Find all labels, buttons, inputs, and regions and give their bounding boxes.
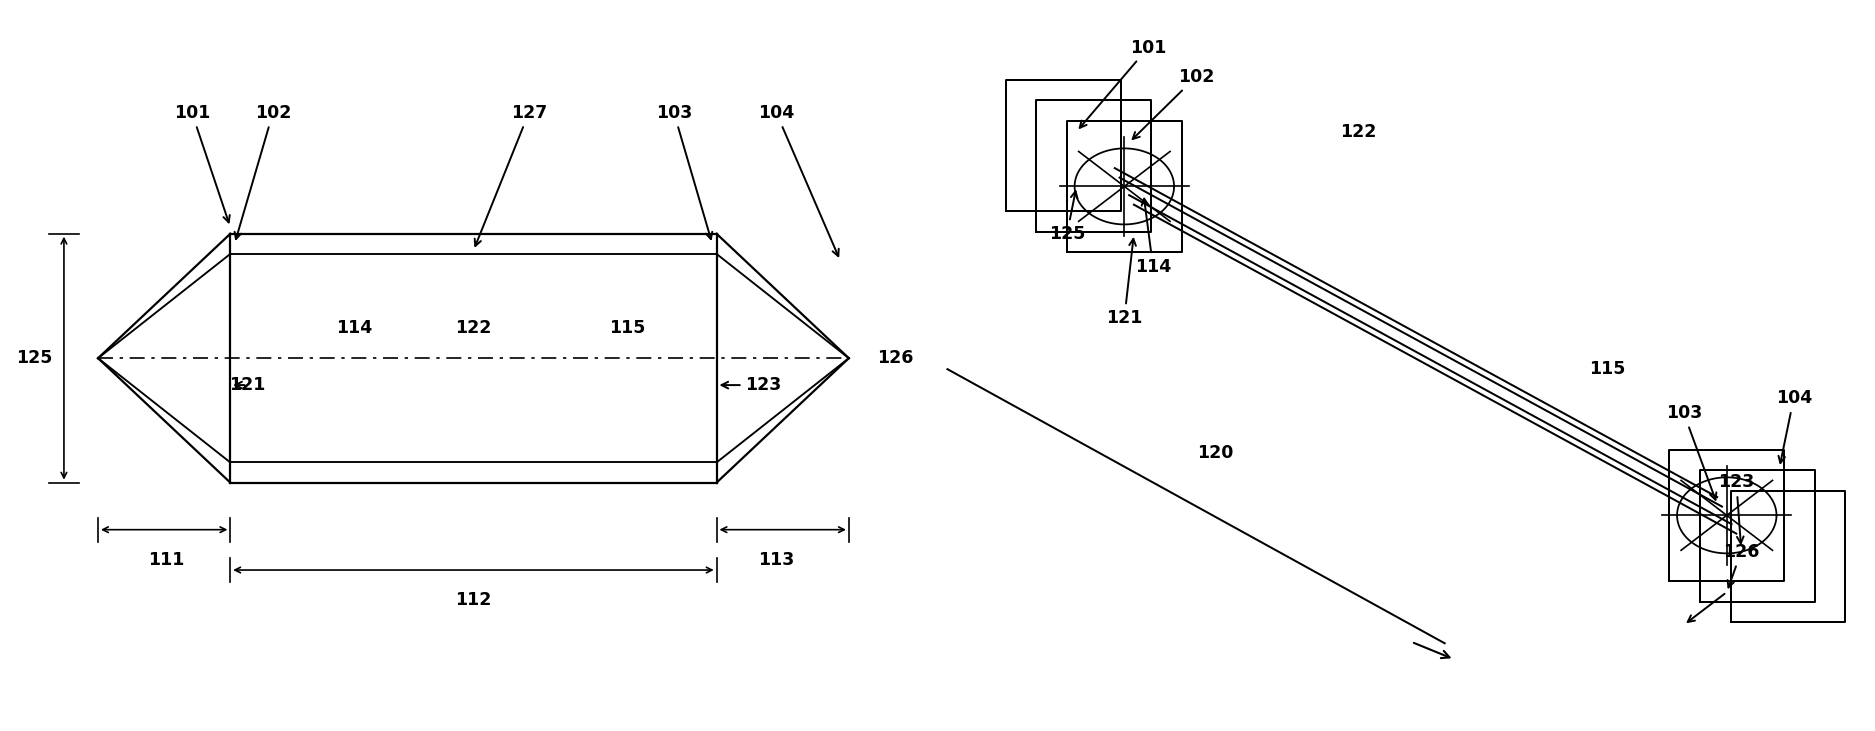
Text: 126: 126 [878, 349, 913, 367]
Text: 101: 101 [1080, 39, 1166, 128]
Text: 114: 114 [1134, 199, 1172, 276]
Text: 123: 123 [722, 376, 782, 394]
Text: 126: 126 [1723, 543, 1759, 588]
Text: 102: 102 [234, 104, 291, 239]
Text: 127: 127 [474, 104, 548, 246]
Text: 104: 104 [758, 104, 838, 256]
Text: 103: 103 [656, 104, 712, 239]
Text: 112: 112 [456, 591, 491, 610]
Text: 121: 121 [229, 376, 266, 394]
Text: 122: 122 [456, 319, 491, 337]
Text: 122: 122 [1341, 123, 1376, 140]
Text: 123: 123 [1718, 474, 1755, 543]
Text: 113: 113 [758, 551, 795, 569]
Text: 101: 101 [174, 104, 231, 222]
Text: 114: 114 [336, 319, 371, 337]
Text: 121: 121 [1106, 239, 1142, 327]
Text: 102: 102 [1132, 68, 1215, 139]
Text: 115: 115 [1590, 360, 1626, 378]
Text: 115: 115 [609, 319, 645, 337]
Text: 125: 125 [1048, 192, 1086, 243]
Text: 103: 103 [1665, 404, 1716, 500]
Text: 111: 111 [148, 551, 184, 569]
Text: 104: 104 [1776, 390, 1811, 463]
Text: 125: 125 [15, 349, 52, 367]
Text: 120: 120 [1196, 444, 1234, 462]
